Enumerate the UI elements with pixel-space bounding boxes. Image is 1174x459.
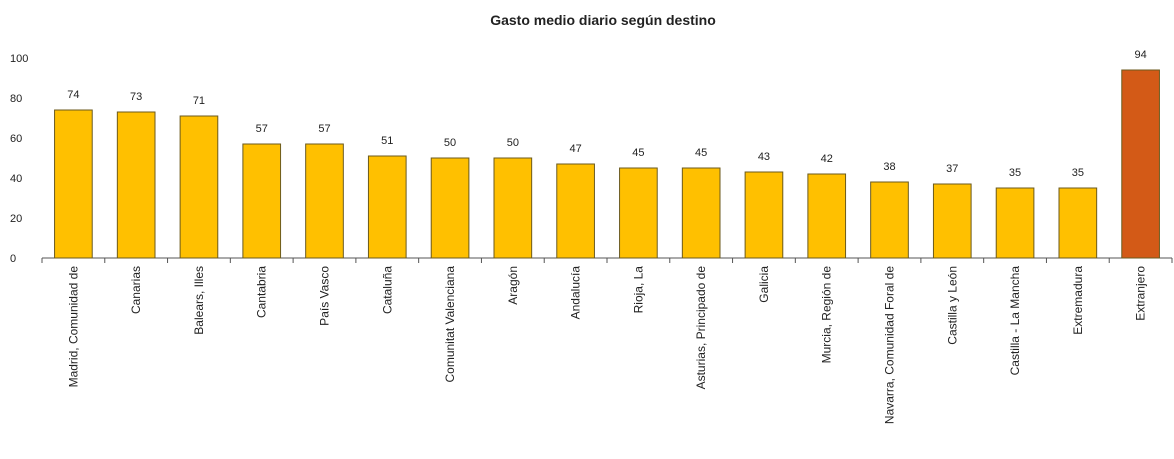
data-label: 35 — [1009, 167, 1021, 179]
bar — [1121, 69, 1160, 259]
chart-title: Gasto medio diario según destino — [490, 12, 716, 28]
y-tick-label: 40 — [10, 173, 22, 185]
x-tick-label: Rioja, La — [631, 266, 645, 314]
bar — [1058, 187, 1098, 259]
data-label: 94 — [1134, 49, 1146, 61]
bar — [54, 109, 93, 259]
bars — [54, 69, 1160, 259]
x-tick-label: Comunitat Valenciana — [443, 266, 457, 383]
axes — [41, 257, 1173, 263]
x-tick-label: País Vasco — [318, 266, 332, 326]
y-tick-label: 100 — [10, 53, 28, 65]
x-tick-label: Balears, Illes — [192, 266, 206, 335]
data-label: 42 — [821, 153, 833, 165]
data-label: 38 — [883, 161, 895, 173]
y-tick-label: 20 — [10, 213, 22, 225]
bar — [116, 111, 156, 259]
y-tick-label: 60 — [10, 133, 22, 145]
data-label: 45 — [695, 147, 707, 159]
x-tick-label: Asturias, Principado de — [694, 266, 708, 390]
x-tick-label: Canarias — [129, 266, 143, 314]
x-tick-label: Castilla - La Mancha — [1008, 266, 1022, 376]
data-label: 37 — [946, 163, 958, 175]
bar — [681, 167, 721, 259]
y-axis-ticks: 0 20 40 60 80 100 — [10, 53, 28, 265]
bar — [619, 167, 658, 259]
x-tick-label: Extremadura — [1071, 266, 1085, 335]
data-labels: 74 73 71 57 57 51 50 50 47 45 45 43 42 38 37 35 35 94 — [67, 49, 1146, 179]
data-label: 45 — [632, 147, 644, 159]
x-tick-label: Aragón — [506, 266, 520, 305]
data-label: 57 — [318, 123, 330, 135]
bar — [367, 155, 407, 259]
x-axis-tick-labels: Madrid, Comunidad de Canarias Balears, Ill… — [66, 266, 1147, 424]
x-tick-label: Madrid, Comunidad de — [66, 266, 80, 388]
data-label: 35 — [1072, 167, 1084, 179]
x-tick-label: Castilla y León — [945, 266, 959, 345]
data-label: 51 — [381, 135, 393, 147]
bar — [995, 187, 1035, 259]
data-label: 74 — [67, 89, 79, 101]
data-label: 47 — [569, 143, 581, 155]
y-tick-label: 0 — [10, 253, 16, 265]
data-label: 43 — [758, 151, 770, 163]
x-tick-label: Extranjero — [1134, 266, 1148, 321]
data-label: 71 — [193, 95, 205, 107]
x-tick-label: Andalucía — [569, 266, 583, 320]
bar — [807, 173, 847, 259]
bar — [242, 143, 282, 259]
bar — [430, 157, 470, 259]
x-tick-label: Navarra, Comunidad Foral de — [883, 266, 897, 424]
data-label: 73 — [130, 91, 142, 103]
data-label: 50 — [444, 137, 456, 149]
bar — [305, 143, 344, 259]
x-tick-label: Murcia, Región de — [820, 266, 834, 364]
bar — [493, 157, 533, 259]
x-tick-label: Cantabria — [255, 266, 269, 318]
data-label: 50 — [507, 137, 519, 149]
bar — [556, 163, 595, 259]
bar — [744, 171, 784, 259]
bar — [932, 183, 972, 259]
x-tick-label: Galicia — [757, 266, 771, 303]
bar — [179, 115, 219, 259]
x-tick-label: Cataluña — [380, 266, 394, 314]
bar — [870, 181, 909, 259]
y-tick-label: 80 — [10, 93, 22, 105]
data-label: 57 — [256, 123, 268, 135]
